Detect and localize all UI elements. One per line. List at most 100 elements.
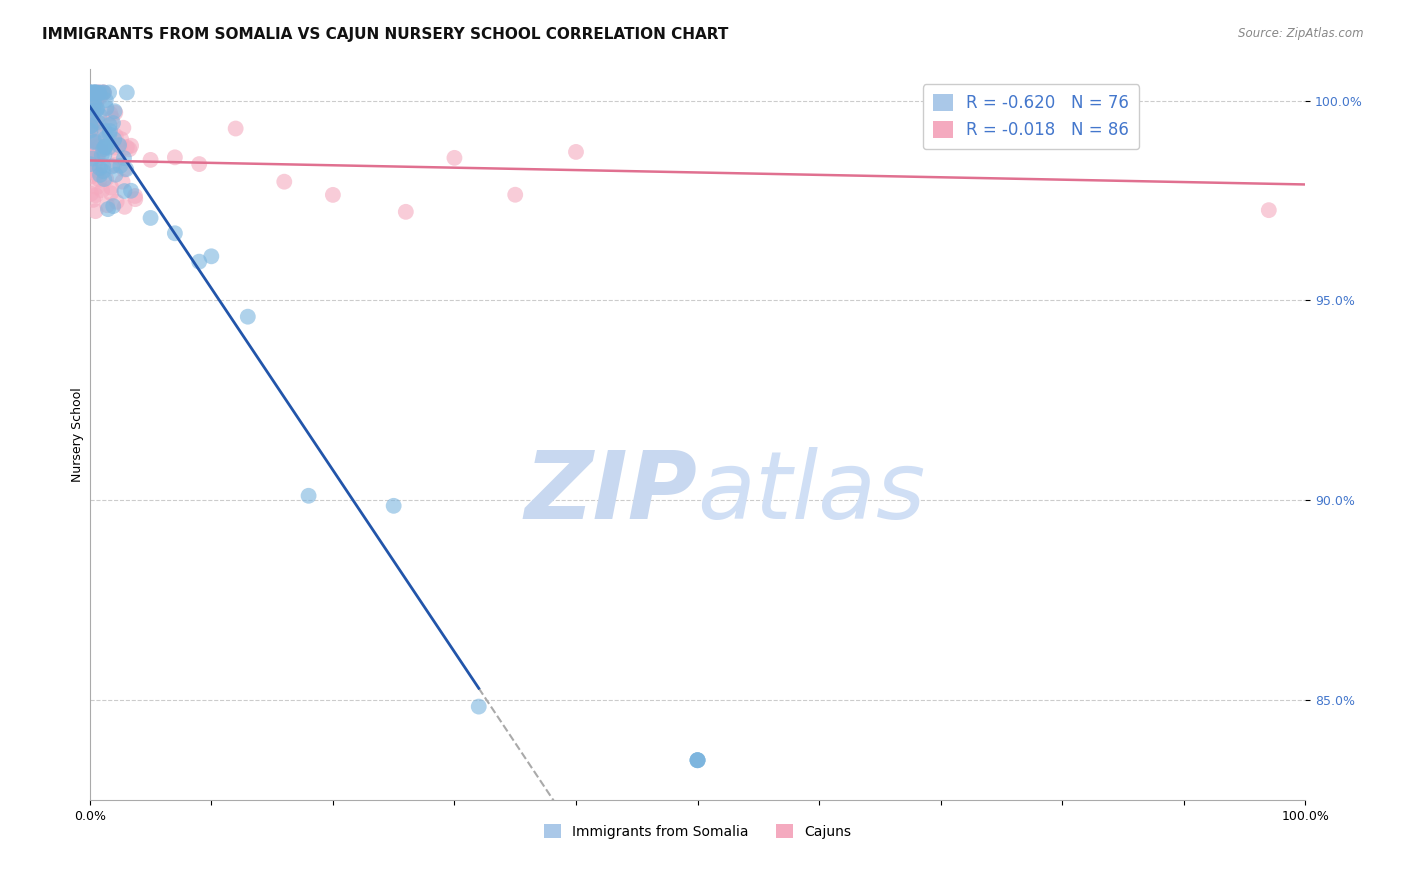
Point: [97, 141, 120, 155]
Point: [89, 128, 111, 143]
Point: [79, 159, 101, 173]
Point: [82, 152, 104, 166]
Point: [97, 202, 120, 216]
Point: [89, 168, 111, 182]
Point: [82, 117, 104, 131]
Point: [91, 142, 114, 156]
Point: [83, 96, 105, 111]
Point: [94, 93, 117, 107]
Point: [89, 173, 111, 187]
Point: [112, 162, 135, 177]
Point: [79, 86, 101, 100]
Point: [89, 139, 111, 153]
Point: [86, 167, 108, 181]
Point: [82, 86, 104, 100]
Point: [96, 101, 118, 115]
Point: [80, 128, 103, 142]
Point: [100, 180, 122, 194]
Point: [112, 120, 135, 135]
Point: [89, 108, 111, 122]
Point: [103, 199, 125, 213]
Point: [163, 227, 186, 241]
Point: [84, 86, 107, 100]
Point: [91, 86, 114, 100]
Point: [114, 184, 136, 198]
Point: [120, 184, 142, 198]
Point: [322, 187, 344, 202]
Point: [79, 157, 101, 171]
Point: [84, 86, 107, 100]
Point: [104, 105, 127, 120]
Point: [82, 86, 104, 100]
Point: [93, 86, 115, 100]
Point: [103, 140, 125, 154]
Point: [87, 90, 110, 104]
Point: [84, 139, 107, 153]
Point: [120, 138, 142, 153]
Point: [90, 148, 112, 162]
Point: [107, 150, 129, 164]
Point: [80, 146, 103, 161]
Point: [86, 153, 108, 167]
Point: [94, 131, 117, 145]
Point: [103, 132, 125, 146]
Point: [94, 140, 117, 154]
Point: [236, 310, 259, 324]
Point: [188, 157, 211, 171]
Point: [86, 86, 108, 100]
Point: [80, 116, 103, 130]
Point: [80, 186, 103, 201]
Point: [98, 128, 121, 142]
Point: [80, 163, 103, 178]
Point: [565, 145, 588, 159]
Text: Source: ZipAtlas.com: Source: ZipAtlas.com: [1239, 27, 1364, 40]
Point: [686, 753, 709, 767]
Point: [110, 138, 132, 153]
Point: [84, 188, 107, 202]
Point: [115, 162, 138, 177]
Point: [86, 88, 108, 103]
Point: [110, 132, 132, 146]
Point: [87, 87, 110, 101]
Point: [79, 145, 101, 160]
Point: [83, 134, 105, 148]
Point: [82, 169, 104, 184]
Point: [89, 144, 111, 158]
Point: [188, 254, 211, 268]
Point: [93, 86, 115, 100]
Point: [273, 175, 295, 189]
Point: [80, 100, 103, 114]
Point: [79, 119, 101, 133]
Point: [86, 180, 108, 194]
Point: [395, 204, 418, 219]
Point: [80, 119, 103, 133]
Point: [94, 139, 117, 153]
Point: [104, 168, 127, 182]
Point: [80, 114, 103, 128]
Point: [98, 118, 121, 132]
Text: atlas: atlas: [697, 448, 925, 539]
Point: [84, 86, 107, 100]
Point: [98, 124, 121, 138]
Point: [110, 159, 132, 173]
Point: [82, 100, 104, 114]
Point: [86, 102, 108, 116]
Point: [83, 93, 105, 107]
Point: [686, 753, 709, 767]
Point: [96, 198, 118, 212]
Point: [82, 134, 104, 148]
Point: [114, 200, 136, 214]
Point: [111, 175, 134, 189]
Point: [80, 110, 103, 124]
Point: [115, 86, 138, 100]
Point: [443, 151, 465, 165]
Point: [79, 86, 101, 100]
Point: [382, 499, 405, 513]
Point: [91, 159, 114, 173]
Point: [93, 172, 115, 186]
Point: [79, 86, 101, 100]
Point: [686, 753, 709, 767]
Point: [503, 187, 526, 202]
Point: [89, 86, 111, 100]
Point: [79, 124, 101, 138]
